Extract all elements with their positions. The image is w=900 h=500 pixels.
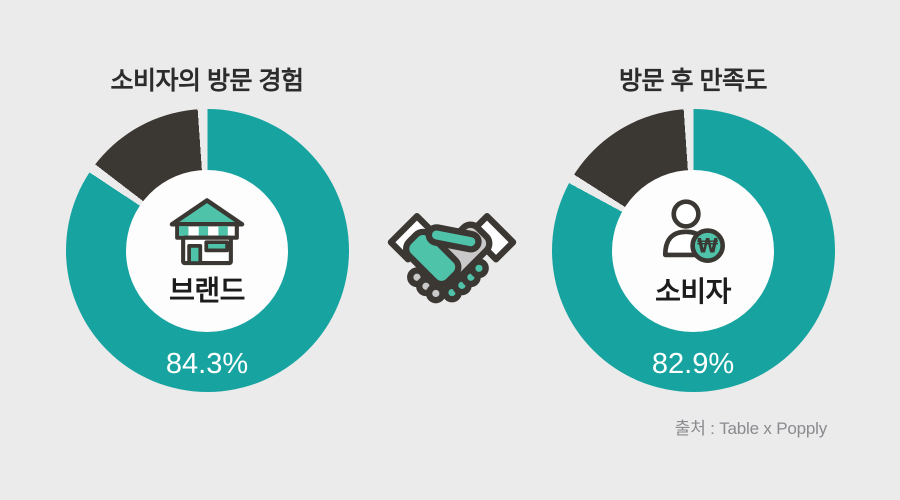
storefront-icon	[169, 198, 245, 266]
value-label-consumer: 82.9%	[651, 348, 735, 380]
donut-panel-brand: 소비자의 방문 경험	[37, 66, 377, 392]
center-label-brand: 브랜드	[169, 275, 245, 306]
donut-ring-consumer: ₩ 소비자 82.9%	[551, 109, 835, 392]
handshake-icon-wrap	[383, 200, 521, 315]
gray-knuckles	[407, 267, 446, 304]
won-coin-badge	[690, 228, 725, 263]
won-symbol: ₩	[697, 235, 718, 258]
chart-title-left: 소비자의 방문 경험	[110, 67, 304, 95]
handshake-icon	[387, 213, 517, 304]
chart-title-right: 방문 후 만족도	[619, 67, 767, 95]
value-label-brand: 84.3%	[165, 348, 249, 380]
donut-hole-brand: 브랜드	[126, 169, 288, 332]
consumer-won-icon: ₩	[662, 199, 725, 263]
source-note: 출처 : Table x Popply	[674, 419, 827, 438]
teal-thumb	[425, 224, 482, 253]
donut-panel-consumer: 방문 후 만족도 ₩ 소비자 82.9%	[523, 66, 863, 392]
person-head	[671, 199, 701, 229]
teal-hand	[403, 228, 462, 288]
donut-ring-brand: 브랜드 84.3%	[65, 109, 349, 392]
center-label-consumer: 소비자	[655, 276, 731, 307]
donut-hole-consumer: ₩ 소비자	[612, 169, 774, 332]
